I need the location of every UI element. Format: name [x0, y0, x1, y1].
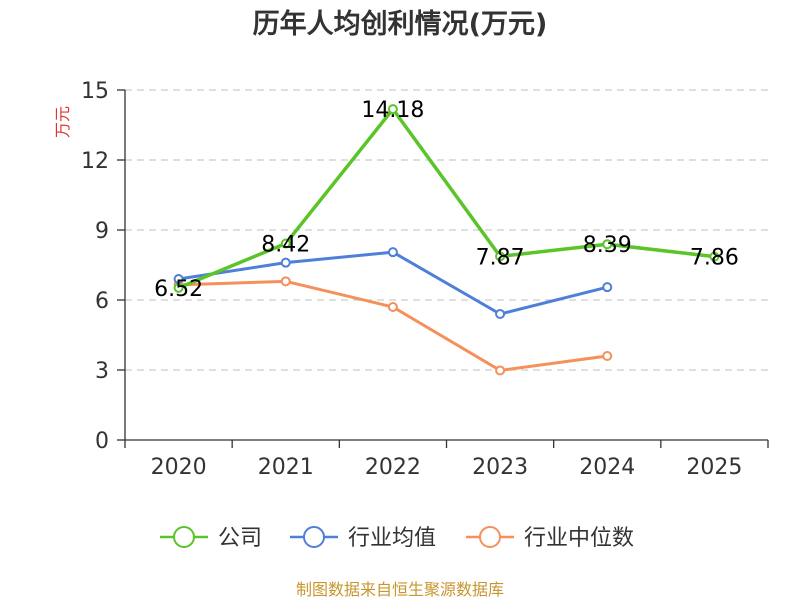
series-point-0 [173, 282, 184, 293]
data-labels: 6.52 8.42 14.18 7.87 8.39 7.86 [154, 98, 739, 302]
series-line-2 [177, 279, 609, 372]
y-tick-label: 12 [81, 149, 109, 174]
data-label: 6.52 [154, 277, 203, 302]
data-label: 7.86 [690, 246, 739, 271]
series-point-2 [495, 365, 506, 376]
series-point-0 [387, 104, 398, 115]
series-point-2 [602, 351, 613, 361]
y-tick-label: 15 [81, 79, 109, 104]
grid-lines [125, 89, 768, 371]
y-tick-label: 3 [95, 359, 109, 384]
y-tick-label: 6 [95, 289, 109, 314]
data-label: 8.42 [261, 233, 310, 258]
y-tick-label: 0 [95, 429, 109, 454]
legend-marker [303, 526, 325, 548]
chart-title: 历年人均创利情况(万元) [253, 8, 548, 40]
series-point-0 [709, 251, 720, 262]
data-label: 8.39 [583, 233, 632, 258]
series-point-0 [495, 251, 506, 262]
y-ticks: 0 3 6 9 12 15 [81, 79, 109, 454]
x-tick-label: 2020 [151, 455, 207, 480]
data-label: 14.18 [361, 98, 424, 123]
series-group [173, 104, 720, 376]
x-tick-label: 2024 [579, 455, 635, 480]
data-label: 7.87 [476, 245, 525, 270]
series-point-1 [387, 247, 398, 258]
legend-marker [479, 526, 501, 548]
x-tick-label: 2021 [258, 455, 314, 480]
series-line-0 [176, 107, 717, 290]
legend-label: 行业均值 [348, 526, 436, 551]
y-axis-label: 万元 [53, 106, 72, 138]
x-tick-label: 2023 [472, 455, 528, 480]
legend-marker [173, 526, 195, 548]
series-point-2 [280, 276, 291, 287]
y-tick-label: 9 [95, 219, 109, 244]
axes [117, 89, 769, 448]
series-point-1 [280, 257, 291, 268]
x-tick-label: 2025 [686, 455, 742, 480]
series-point-1 [495, 309, 506, 319]
legend: 公司 行业均值 行业中位数 [160, 526, 634, 551]
series-point-1 [602, 282, 613, 293]
x-tick-label: 2022 [365, 455, 421, 480]
legend-label: 公司 [218, 526, 262, 551]
legend-label: 行业中位数 [524, 526, 634, 551]
series-point-0 [602, 239, 613, 250]
series-point-2 [387, 302, 398, 312]
series-point-0 [280, 238, 291, 249]
source-note: 制图数据来自恒生聚源数据库 [296, 580, 504, 599]
x-ticks: 2020 2021 2022 2023 2024 2025 [151, 455, 743, 480]
